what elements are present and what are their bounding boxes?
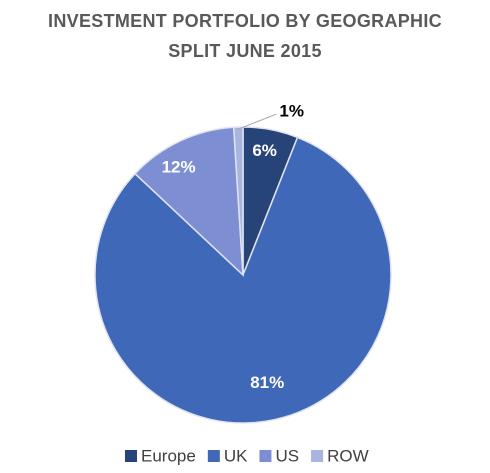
legend-swatch <box>207 450 220 462</box>
data-label: 81% <box>250 373 284 392</box>
legend-swatch <box>311 450 324 462</box>
data-label: 12% <box>162 157 196 176</box>
data-label: 6% <box>252 141 277 160</box>
legend-swatch <box>125 450 137 462</box>
leader-line <box>238 113 277 130</box>
legend-label: US <box>275 446 299 465</box>
pie-slice <box>134 126 244 277</box>
legend-label: ROW <box>327 446 369 465</box>
legend-label: Europe <box>141 446 196 465</box>
legend-label: UK <box>224 446 248 465</box>
chart-title: INVESTMENT PORTFOLIO BY GEOGRAPHIC SPLIT… <box>48 11 442 61</box>
data-label: 1% <box>279 102 304 121</box>
pie-slice <box>94 136 392 424</box>
legend-swatch <box>259 450 272 462</box>
